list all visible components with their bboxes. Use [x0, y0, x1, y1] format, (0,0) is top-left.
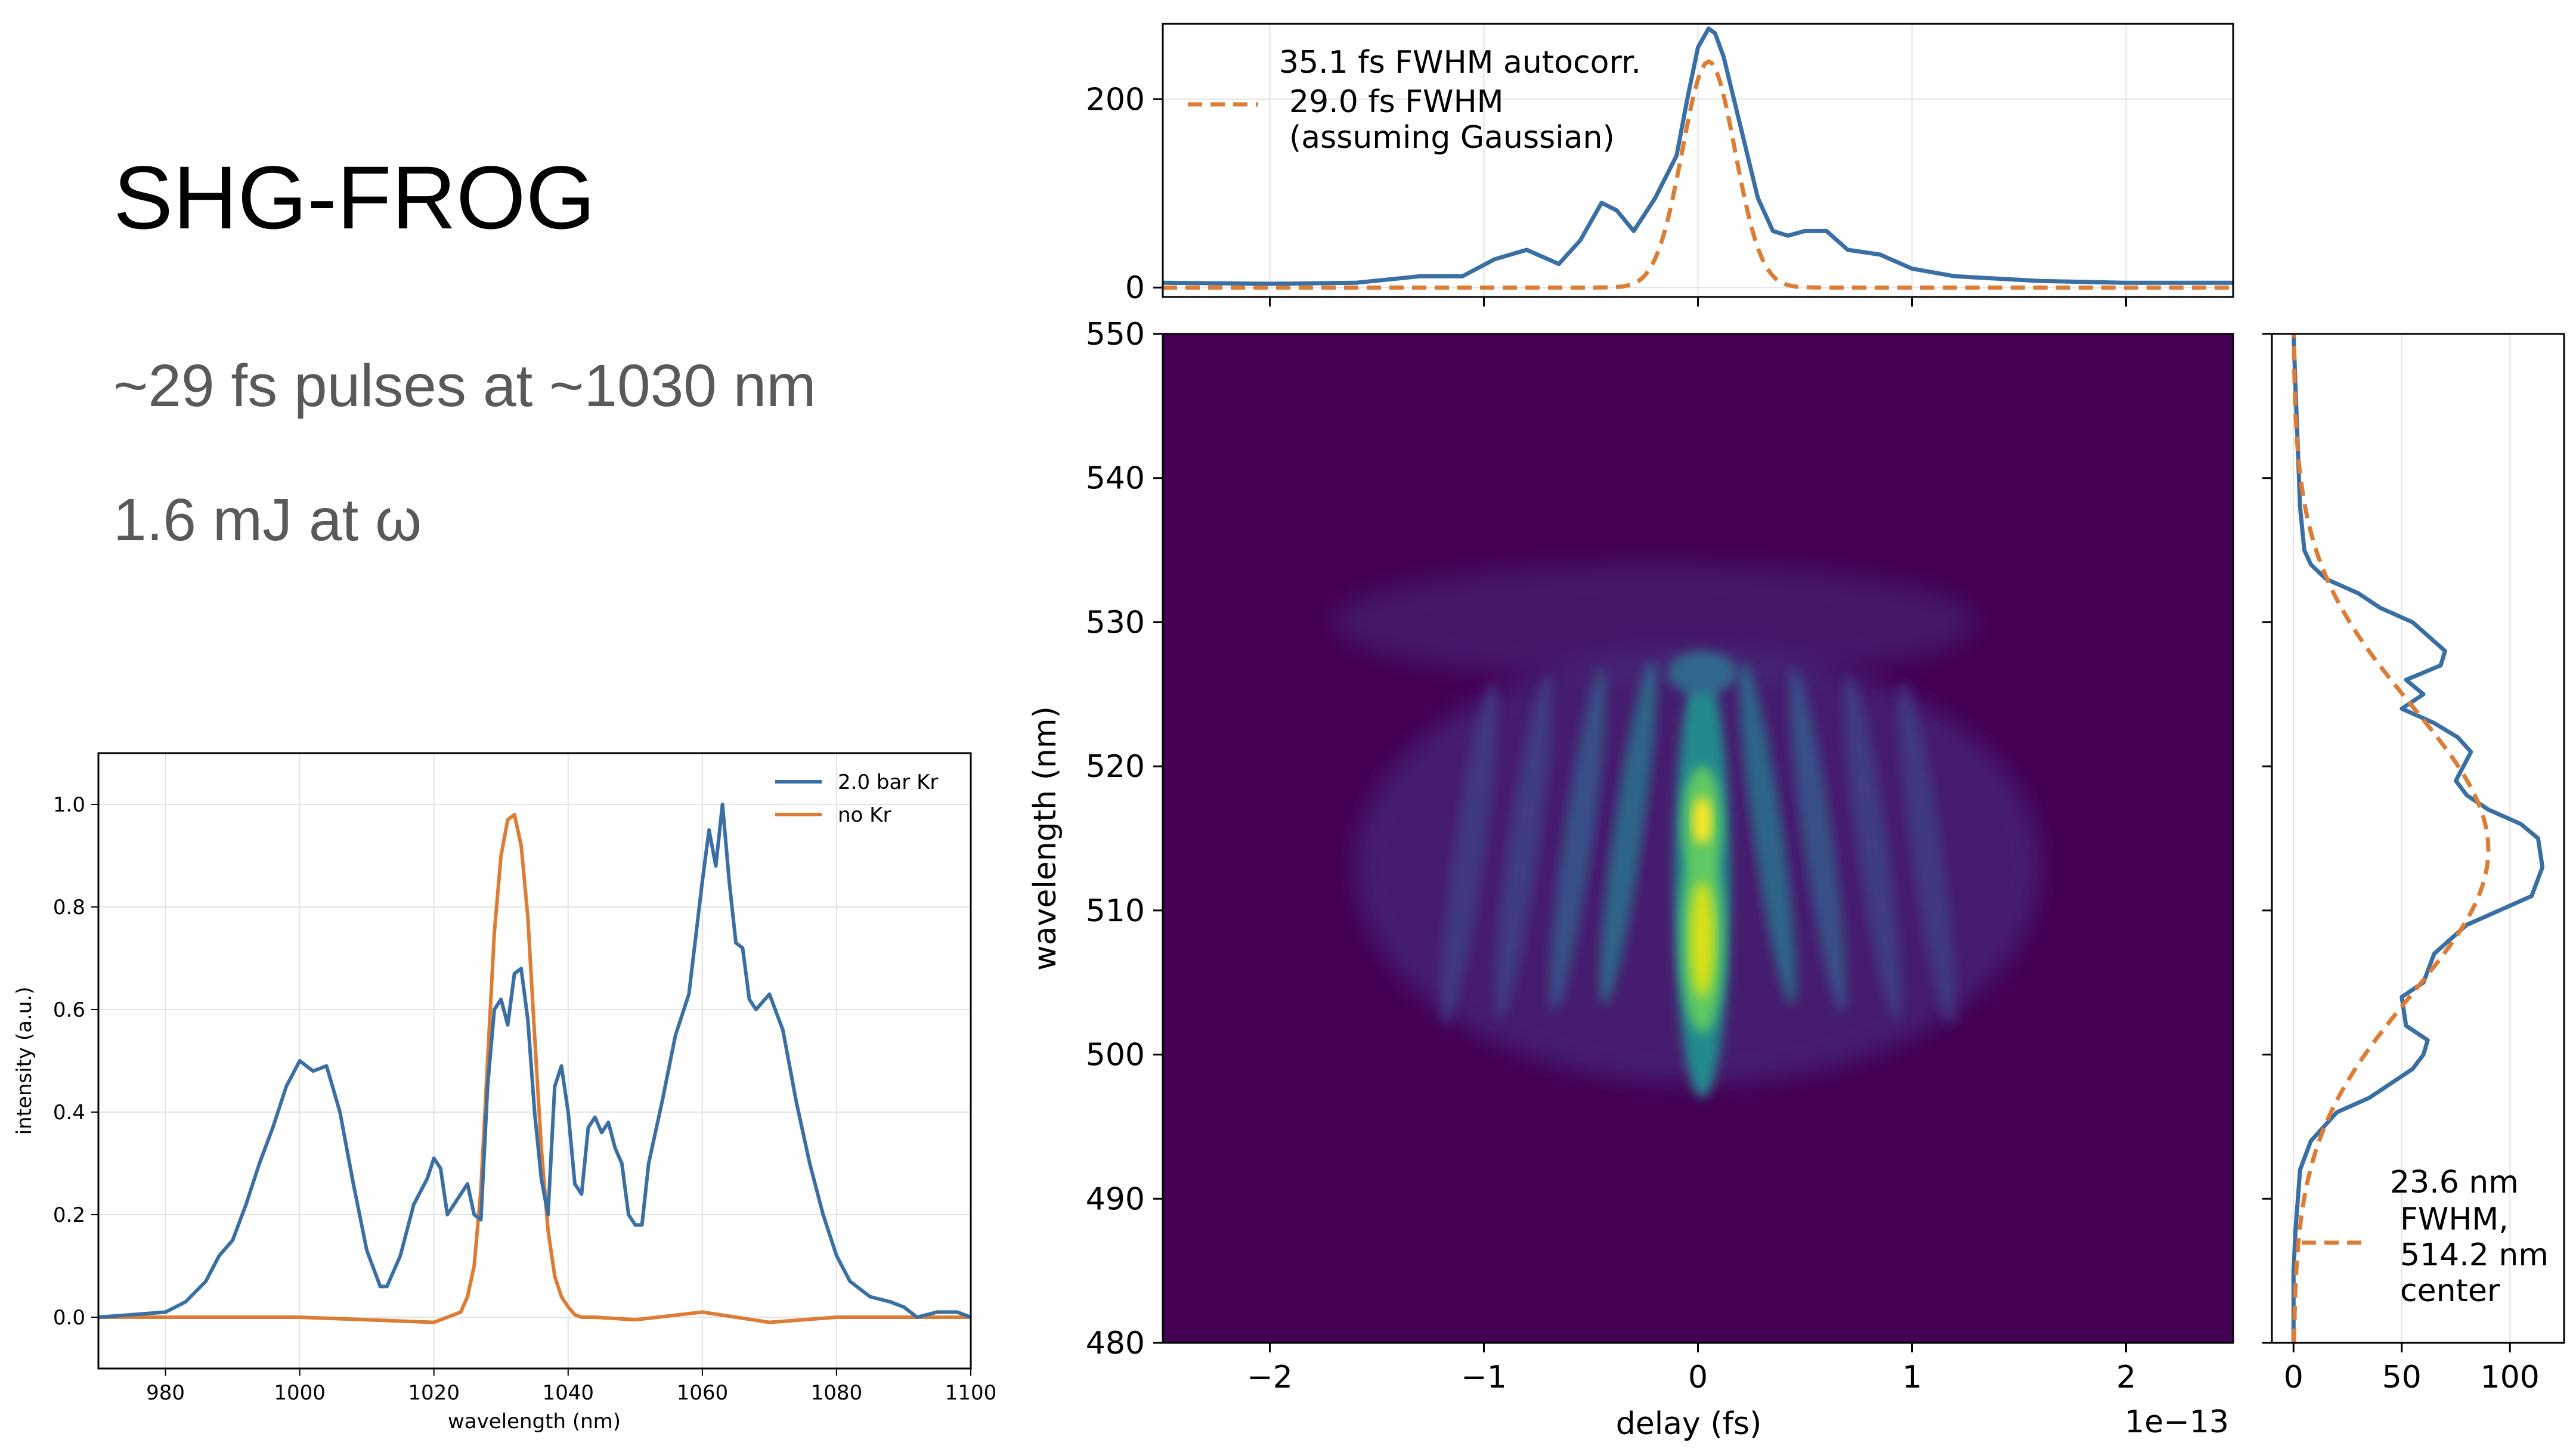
heatmap-halo: [1334, 564, 1977, 680]
frog-heatmap: −2 −1 0 1 2 480 490 500 510 520 530 540 550 delay (…: [1027, 317, 2234, 1442]
spectrum-x-ticks: 980 1000 1020 1040 1060 1080 1100: [146, 1368, 996, 1405]
heatmap-fringe: [1600, 661, 1657, 1005]
marginal-series: [2291, 333, 2545, 1343]
heatmap-intensity: [1334, 564, 2041, 1098]
heatmap-tick-label-y: 480: [1086, 1326, 1145, 1361]
spectrum-tick-label-y: 0.2: [53, 1203, 85, 1227]
slide-title: SHG-FROG: [113, 147, 596, 247]
bullet-pulse-duration: ~29 fs pulses at ~1030 nm: [113, 352, 816, 419]
heatmap-tick-label-y: 500: [1086, 1038, 1145, 1073]
heatmap-fringe: [1441, 682, 1497, 1026]
heatmap-fringe: [1789, 668, 1847, 1011]
spectrum-tick-label-x: 980: [146, 1381, 185, 1405]
autocorrelation-x-ticks: [1269, 297, 2127, 306]
spectrum-tick-label-x: 1060: [677, 1381, 729, 1405]
marginal-grid: [2293, 334, 2511, 1343]
heatmap-tick-label-y: 510: [1086, 893, 1145, 929]
spectrum-tick-label-y: 0.6: [53, 998, 85, 1022]
marginal-y-ticks: [2262, 333, 2272, 1344]
heatmap-offset-label: 1e−13: [2125, 1404, 2229, 1440]
heatmap-tick-label-y: 520: [1086, 749, 1145, 785]
ac-legend-line1: 35.1 fs FWHM autocorr.: [1279, 45, 1641, 80]
spectrum-tick-label-y: 0.8: [53, 896, 85, 919]
spectrum-tick-label-x: 1100: [945, 1381, 997, 1405]
heatmap-peak-lower-core: [1690, 881, 1714, 997]
spectrum-tick-label-y: 0.0: [53, 1306, 85, 1330]
heatmap-peak-upper-core: [1692, 796, 1712, 846]
spectrum-frame: [97, 752, 972, 1370]
heatmap-x-ticks: −2 −1 0 1 2: [1247, 1343, 2136, 1395]
marg-gaussian-fit-line: [2292, 334, 2491, 1343]
spectrum-y-label: intensity (a.u.): [13, 987, 36, 1135]
spectrum-x-label: wavelength (nm): [448, 1410, 621, 1433]
spectrum-series-1: [98, 813, 971, 1324]
autocorrelation-grid: [1163, 24, 2233, 297]
legend-label-nokr: no Kr: [838, 803, 891, 827]
spectrum-tick-label-y: 0.4: [53, 1101, 85, 1125]
heatmap-tick-label-x: 0: [1688, 1360, 1708, 1395]
heatmap-y-label: wavelength (nm): [1027, 706, 1063, 971]
marg-legend-line4: center: [2400, 1273, 2500, 1309]
autocorrelation-series: [1162, 26, 2233, 290]
heatmap-tick-label-y: 550: [1086, 317, 1145, 352]
heatmap-fringe: [1739, 661, 1796, 1005]
marg-tick-label-x: 0: [2284, 1360, 2303, 1395]
heatmap-tick-label-y: 540: [1086, 461, 1145, 497]
heatmap-fringe: [1495, 675, 1552, 1018]
marginal-legend: 23.6 nm FWHM, 514.2 nm center: [2302, 1165, 2549, 1309]
ac-measured-line: [1162, 26, 2233, 286]
ac-legend-line3: (assuming Gaussian): [1289, 120, 1615, 156]
marg-legend-line3: 514.2 nm: [2400, 1237, 2549, 1273]
heatmap-tick-label-x: 1: [1902, 1360, 1922, 1395]
heatmap-tick-label-x: −1: [1461, 1360, 1507, 1395]
heatmap-fringe: [1549, 668, 1606, 1011]
autocorrelation-chart: 0 200 35.1 fs FWHM autocorr. 29.0 fs FWHM…: [1086, 23, 2234, 306]
spectrum-series-0: [98, 803, 972, 1319]
marg-tick-label-x: 50: [2382, 1360, 2422, 1395]
spectrum-chart: 980 1000 1020 1040 1060 1080 1100 0.0 0.2 0.4 0.6…: [13, 752, 996, 1433]
heatmap-tick-label-y: 490: [1086, 1181, 1145, 1217]
marginal-spectrum-chart: 0 50 100 23.6 nm FWHM, 514.2 nm center: [2262, 333, 2565, 1395]
heatmap-x-label: delay (fs): [1616, 1406, 1762, 1442]
marg-legend-line2: FWHM,: [2400, 1202, 2509, 1237]
heatmap-fringe: [1844, 675, 1901, 1018]
heatmap-fringe: [1899, 682, 1955, 1026]
spectrum-tick-label-x: 1000: [274, 1381, 326, 1405]
spectrum-series: [98, 803, 972, 1324]
marginal-frame: [2271, 333, 2565, 1344]
spectrum-tick-label-x: 1040: [543, 1381, 595, 1405]
heatmap-tick-label-x: −2: [1247, 1360, 1293, 1395]
spectrum-tick-label-y: 1.0: [53, 793, 85, 817]
autocorrelation-legend: 35.1 fs FWHM autocorr. 29.0 fs FWHM (ass…: [1188, 45, 1641, 156]
marg-legend-line1: 23.6 nm: [2390, 1165, 2519, 1200]
ac-legend-line2: 29.0 fs FWHM: [1289, 84, 1504, 120]
ac-tick-label-y: 200: [1086, 82, 1145, 117]
ac-tick-label-y: 0: [1125, 270, 1145, 306]
heatmap-top-lobe: [1668, 651, 1737, 695]
spectrum-tick-label-x: 1080: [811, 1381, 863, 1405]
spectrum-tick-label-x: 1020: [408, 1381, 460, 1405]
marg-tick-label-x: 100: [2481, 1360, 2540, 1395]
marg-measured-line: [2291, 333, 2545, 1343]
ac-gaussian-fit-line: [1163, 59, 2233, 290]
spectrum-legend: 2.0 bar Kr no Kr: [775, 770, 938, 827]
legend-label-kr: 2.0 bar Kr: [838, 770, 938, 794]
autocorrelation-y-ticks: 0 200: [1086, 82, 1163, 306]
marginal-x-ticks: 0 50 100: [2284, 1343, 2540, 1395]
bullet-pulse-energy: 1.6 mJ at ω: [113, 487, 422, 553]
heatmap-tick-label-x: 2: [2116, 1360, 2136, 1395]
heatmap-tick-label-y: 530: [1086, 605, 1145, 640]
heatmap-y-ticks: 480 490 500 510 520 530 540 550: [1086, 317, 1163, 1361]
spectrum-grid: [98, 753, 971, 1368]
spectrum-y-ticks: 0.0 0.2 0.4 0.6 0.8 1.0: [53, 793, 98, 1330]
